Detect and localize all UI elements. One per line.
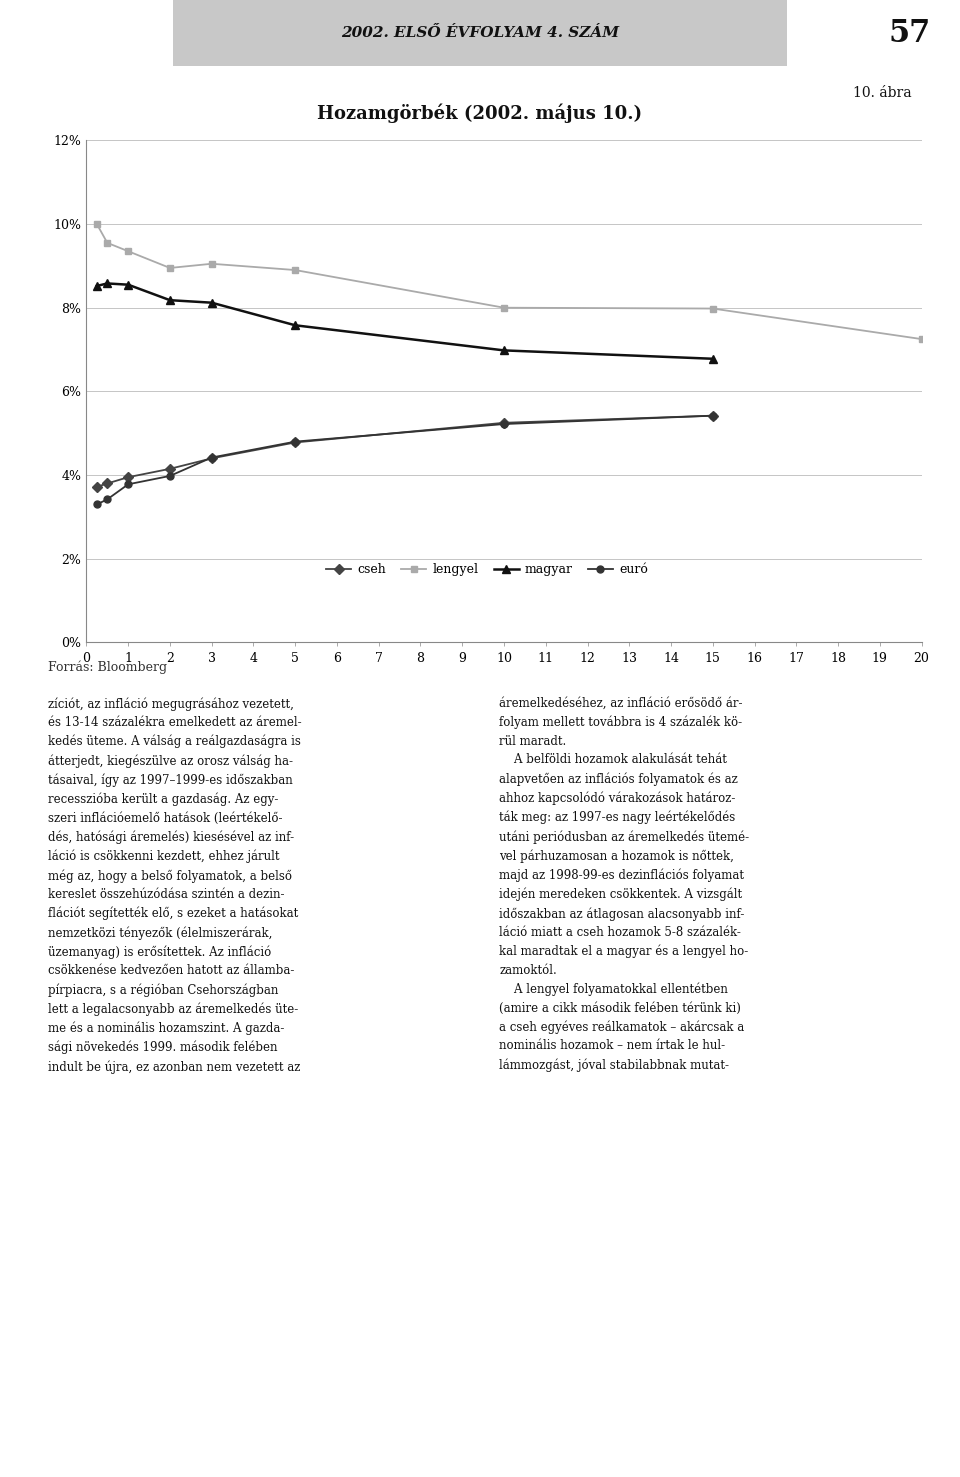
cseh [123, 468, 134, 486]
magyar [290, 316, 301, 334]
Line: euró: euró [93, 412, 716, 508]
lengyel [102, 233, 113, 251]
Line: cseh: cseh [93, 412, 716, 490]
euró [707, 406, 718, 424]
Text: Forrás: Bloomberg: Forrás: Bloomberg [48, 660, 167, 674]
lengyel [707, 300, 718, 318]
Line: magyar: magyar [93, 279, 717, 363]
cseh [498, 414, 510, 431]
Text: 10. ábra: 10. ábra [853, 86, 912, 99]
lengyel [290, 261, 301, 279]
lengyel [916, 331, 927, 349]
Text: zíciót, az infláció megugrásához vezetett,
és 13-14 százalékra emelkedett az áre: zíciót, az infláció megugrásához vezetet… [48, 697, 301, 1074]
magyar [707, 350, 718, 368]
lengyel [498, 298, 510, 316]
Text: 57: 57 [889, 18, 931, 49]
magyar [498, 341, 510, 359]
Text: áremelkedéséhez, az infláció erősödő ár-
folyam mellett továbbra is 4 százalék k: áremelkedéséhez, az infláció erősödő ár-… [499, 697, 750, 1072]
Legend: cseh, lengyel, magyar, euró: cseh, lengyel, magyar, euró [322, 558, 653, 582]
lengyel [205, 256, 217, 273]
cseh [102, 474, 113, 492]
euró [498, 415, 510, 433]
magyar [205, 294, 217, 312]
euró [102, 490, 113, 508]
magyar [164, 291, 176, 309]
euró [290, 433, 301, 450]
Text: Hozamgörbék (2002. május 10.): Hozamgörbék (2002. május 10.) [318, 103, 642, 123]
euró [91, 496, 103, 514]
cseh [707, 406, 718, 424]
magyar [123, 276, 134, 294]
FancyBboxPatch shape [173, 0, 787, 66]
euró [164, 467, 176, 484]
magyar [91, 278, 103, 295]
euró [205, 449, 217, 467]
Text: 2002. ELSŐ ÉVFOLYAM 4. SZÁM: 2002. ELSŐ ÉVFOLYAM 4. SZÁM [341, 27, 619, 40]
Line: lengyel: lengyel [93, 220, 925, 343]
magyar [102, 275, 113, 292]
cseh [164, 459, 176, 477]
cseh [205, 449, 217, 467]
cseh [91, 479, 103, 496]
cseh [290, 434, 301, 452]
lengyel [164, 258, 176, 276]
lengyel [91, 216, 103, 233]
euró [123, 476, 134, 493]
lengyel [123, 242, 134, 260]
